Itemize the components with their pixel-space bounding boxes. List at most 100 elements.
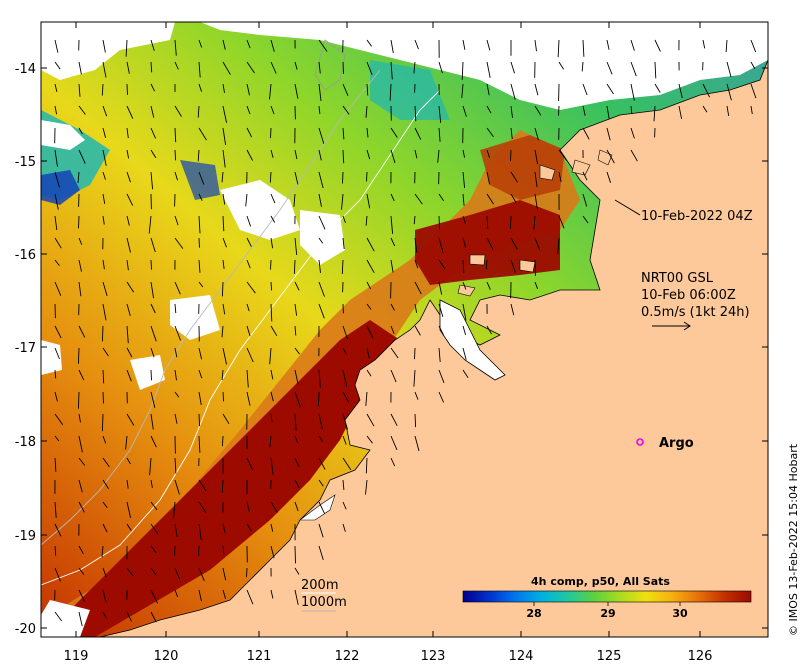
current-vector-arrow xyxy=(150,611,157,623)
island-group xyxy=(457,149,613,297)
current-vector-arrow xyxy=(198,259,201,273)
current-vector-arrow xyxy=(462,281,467,290)
current-vector-arrow xyxy=(558,105,560,116)
current-vector-arrow xyxy=(174,303,177,314)
current-vector-arrow xyxy=(413,61,416,74)
current-vector-arrow xyxy=(102,127,107,139)
current-vector-arrow xyxy=(222,523,226,533)
current-vector-arrow xyxy=(246,215,252,227)
current-vector-arrow xyxy=(150,413,154,430)
current-vector-arrow xyxy=(270,413,273,423)
current-vector-arrow xyxy=(174,61,179,70)
x-tick-label: 119 xyxy=(64,649,89,664)
current-vector-arrow xyxy=(78,105,86,115)
current-vector-arrow xyxy=(54,325,62,339)
current-vector-arrow xyxy=(270,501,278,513)
vector-scale-label: 0.5m/s (1kt 24h) xyxy=(641,305,750,320)
current-vector-arrow xyxy=(78,589,85,602)
current-vector-arrow xyxy=(630,149,638,162)
current-vector-arrow xyxy=(438,193,444,202)
current-vector-arrow xyxy=(150,325,157,342)
current-vector-arrow xyxy=(438,105,442,123)
current-vector-arrow xyxy=(150,303,156,314)
x-tick-label: 122 xyxy=(335,649,360,664)
cloud-mask xyxy=(41,340,62,375)
current-vector-arrow xyxy=(582,215,589,224)
current-vector-arrow xyxy=(366,347,370,359)
current-vector-arrow xyxy=(269,171,272,183)
current-vector-arrow xyxy=(413,215,416,225)
current-vector-arrow xyxy=(557,237,560,254)
coastal-mudflat xyxy=(299,494,336,521)
current-vector-arrow xyxy=(462,149,466,158)
current-vector-arrow xyxy=(365,391,368,406)
current-vector-arrow xyxy=(221,435,224,447)
current-vector-arrow xyxy=(222,39,226,50)
current-vector-arrow xyxy=(270,105,275,115)
current-vector-arrow xyxy=(174,567,181,580)
current-vector-arrow xyxy=(270,193,276,204)
current-vector-arrow xyxy=(606,83,614,95)
current-vector-arrow xyxy=(125,39,128,57)
current-vector-arrow xyxy=(462,325,467,336)
contour-1000m xyxy=(41,69,381,546)
current-vector-arrow xyxy=(606,39,610,50)
current-vector-arrow xyxy=(414,149,418,159)
current-vector-arrow xyxy=(198,39,203,48)
current-vector-arrow xyxy=(486,83,490,96)
current-vector-arrow xyxy=(269,83,272,100)
current-vector-arrow xyxy=(126,567,134,577)
x-tick-label: 126 xyxy=(688,649,713,664)
current-vector-arrow xyxy=(198,589,202,602)
argo-float-marker[interactable] xyxy=(636,438,644,446)
current-vector-arrow xyxy=(150,39,155,51)
sst-colorbar xyxy=(462,590,752,603)
current-vector-arrow xyxy=(126,369,132,382)
current-vector-arrow xyxy=(606,61,613,75)
current-vector-arrow xyxy=(390,259,394,273)
current-vector-arrow xyxy=(414,193,423,205)
current-vector-arrow xyxy=(222,215,225,232)
current-vector-arrow xyxy=(222,237,227,248)
current-vector-arrow xyxy=(294,391,301,408)
current-vector-arrow xyxy=(318,127,325,144)
current-vector-arrow xyxy=(293,259,296,274)
current-vector-arrow xyxy=(342,237,345,250)
current-vector-arrow xyxy=(270,325,278,337)
y-tick-label: -18 xyxy=(15,435,36,450)
x-tick-label: 125 xyxy=(597,649,622,664)
current-vector-arrow xyxy=(54,281,62,296)
current-vector-arrow xyxy=(510,193,517,203)
current-vector-arrow xyxy=(54,39,59,53)
current-vector-arrow xyxy=(150,149,157,159)
current-vector-arrow xyxy=(269,435,272,448)
current-vector-arrow xyxy=(54,347,60,360)
current-vector-arrow xyxy=(101,413,104,432)
current-vector-arrow xyxy=(342,523,346,532)
current-vector-arrow xyxy=(534,171,538,188)
current-vector-arrow xyxy=(78,127,83,135)
current-vector-arrow xyxy=(558,61,564,70)
current-vector-arrow xyxy=(365,215,368,226)
current-vector-arrow xyxy=(54,171,60,188)
current-vector-arrow xyxy=(462,369,469,378)
cloud-mask xyxy=(220,180,300,240)
current-vector-arrow xyxy=(366,303,372,310)
x-tick-label: 121 xyxy=(247,649,272,664)
current-vector-arrow xyxy=(174,215,179,226)
current-vector-arrow xyxy=(126,149,130,159)
current-vector-arrow xyxy=(78,325,86,338)
current-vector-arrow xyxy=(102,501,108,508)
current-vector-arrow xyxy=(270,369,274,380)
current-vector-arrow xyxy=(222,589,227,600)
current-vector-arrow xyxy=(222,347,227,365)
current-vector-arrow xyxy=(318,39,328,52)
current-vector-arrow xyxy=(102,105,108,117)
current-vector-arrow xyxy=(462,171,466,188)
current-vector-arrow xyxy=(390,215,394,234)
current-vector-arrow xyxy=(510,61,515,74)
current-vector-arrow xyxy=(126,105,134,119)
current-vector-arrow xyxy=(558,149,568,161)
current-vector-arrow xyxy=(342,479,345,490)
current-vector-arrow xyxy=(318,413,323,430)
